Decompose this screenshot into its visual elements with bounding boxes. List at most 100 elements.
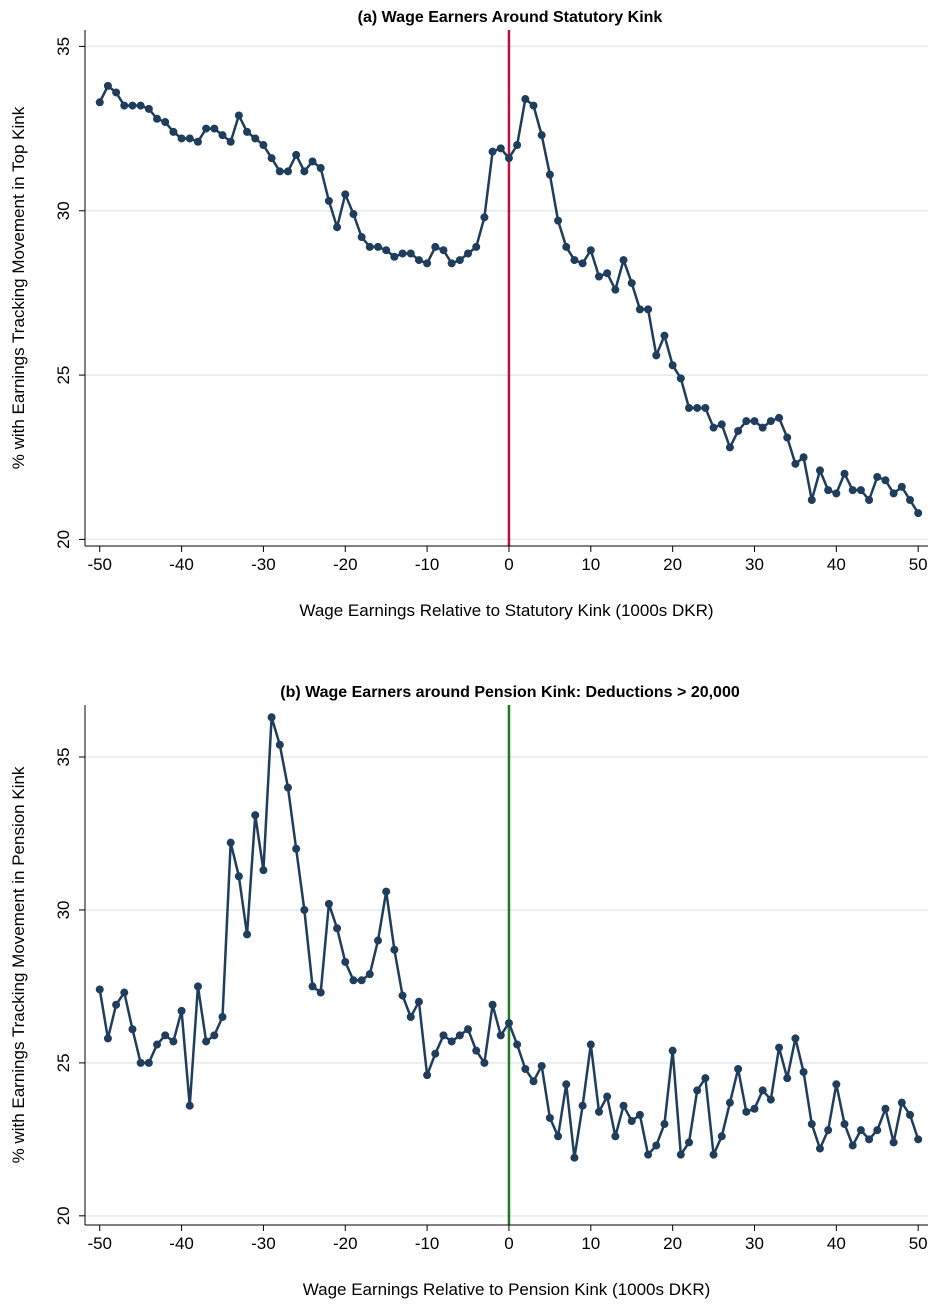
data-point (611, 285, 620, 294)
data-point (243, 127, 252, 136)
data-point (333, 924, 342, 933)
data-point (856, 1126, 865, 1135)
y-axis-label: % with Earnings Tracking Movement in Pen… (9, 766, 28, 1163)
data-point (161, 118, 170, 127)
data-point (234, 111, 243, 120)
data-point (537, 1061, 546, 1070)
data-point (889, 1138, 898, 1147)
data-point (758, 423, 767, 432)
data-point (243, 930, 252, 939)
data-point (431, 1049, 440, 1058)
data-point (554, 216, 563, 225)
data-point (685, 403, 694, 412)
data-point (725, 443, 734, 452)
data-point (423, 259, 432, 268)
data-point (570, 1153, 579, 1162)
data-point (865, 495, 874, 504)
data-point (95, 985, 104, 994)
data-point (652, 1141, 661, 1150)
data-point (652, 351, 661, 360)
data-point (136, 1058, 145, 1067)
data-point (611, 1132, 620, 1141)
data-point (635, 1110, 644, 1119)
x-tick-label: -50 (87, 1234, 112, 1253)
data-point (267, 713, 276, 722)
data-point (676, 1150, 685, 1159)
data-point (472, 242, 481, 251)
data-point (357, 233, 366, 242)
x-tick-label: 0 (504, 1234, 513, 1253)
data-point (848, 1141, 857, 1150)
data-point (537, 131, 546, 140)
x-tick-label: -10 (415, 1234, 440, 1253)
data-point (95, 98, 104, 107)
data-point (750, 417, 759, 426)
data-point (488, 147, 497, 156)
data-point (734, 426, 743, 435)
data-point (693, 403, 702, 412)
y-tick-label: 25 (54, 366, 73, 385)
data-point (562, 1080, 571, 1089)
data-point (308, 982, 317, 991)
data-point (709, 423, 718, 432)
x-tick-label: 40 (827, 555, 846, 574)
y-tick-label: 35 (54, 37, 73, 56)
data-point (717, 1132, 726, 1141)
x-tick-label: -50 (87, 555, 112, 574)
data-point (783, 433, 792, 442)
data-point (635, 305, 644, 314)
data-point (627, 279, 636, 288)
x-tick-label: 50 (909, 1234, 928, 1253)
data-point (905, 495, 914, 504)
data-point (316, 988, 325, 997)
data-point (504, 154, 513, 163)
data-point (897, 482, 906, 491)
data-point (668, 1046, 677, 1055)
data-point (734, 1065, 743, 1073)
data-point (292, 150, 301, 159)
data-point (144, 104, 153, 113)
data-point (775, 1043, 784, 1052)
data-point (905, 1110, 914, 1119)
x-axis-label: Wage Earnings Relative to Pension Kink (… (303, 1280, 711, 1299)
data-point (815, 1144, 824, 1153)
data-point (897, 1098, 906, 1107)
data-point (439, 246, 448, 255)
data-point (447, 1037, 456, 1046)
data-point (717, 420, 726, 429)
x-tick-label: 30 (745, 555, 764, 574)
data-point (603, 269, 612, 278)
data-point (414, 997, 423, 1006)
data-point (382, 246, 391, 255)
data-point (627, 1117, 636, 1125)
data-point (210, 124, 219, 133)
data-point (374, 936, 383, 945)
data-point (725, 1098, 734, 1107)
data-point (685, 1138, 694, 1147)
data-point (177, 1006, 186, 1015)
y-axis-label: % with Earnings Tracking Movement in Top… (9, 106, 28, 469)
data-point (914, 509, 923, 518)
data-point (603, 1092, 612, 1101)
data-point (382, 887, 391, 896)
x-tick-label: 20 (663, 1234, 682, 1253)
data-point (660, 1120, 669, 1129)
data-point (398, 249, 407, 258)
data-point (136, 101, 145, 110)
data-point (226, 137, 235, 146)
data-point (594, 272, 603, 281)
data-point (488, 1000, 497, 1009)
data-point (914, 1135, 923, 1144)
data-point (881, 476, 890, 485)
data-point (824, 486, 833, 495)
x-tick-label: -30 (251, 1234, 276, 1253)
data-point (496, 144, 505, 153)
data-point (439, 1031, 448, 1040)
data-point (668, 361, 677, 370)
data-point (865, 1135, 874, 1144)
data-point (259, 866, 268, 875)
y-tick-label: 20 (54, 530, 73, 549)
y-tick-label: 35 (54, 748, 73, 767)
data-point (103, 1034, 112, 1043)
